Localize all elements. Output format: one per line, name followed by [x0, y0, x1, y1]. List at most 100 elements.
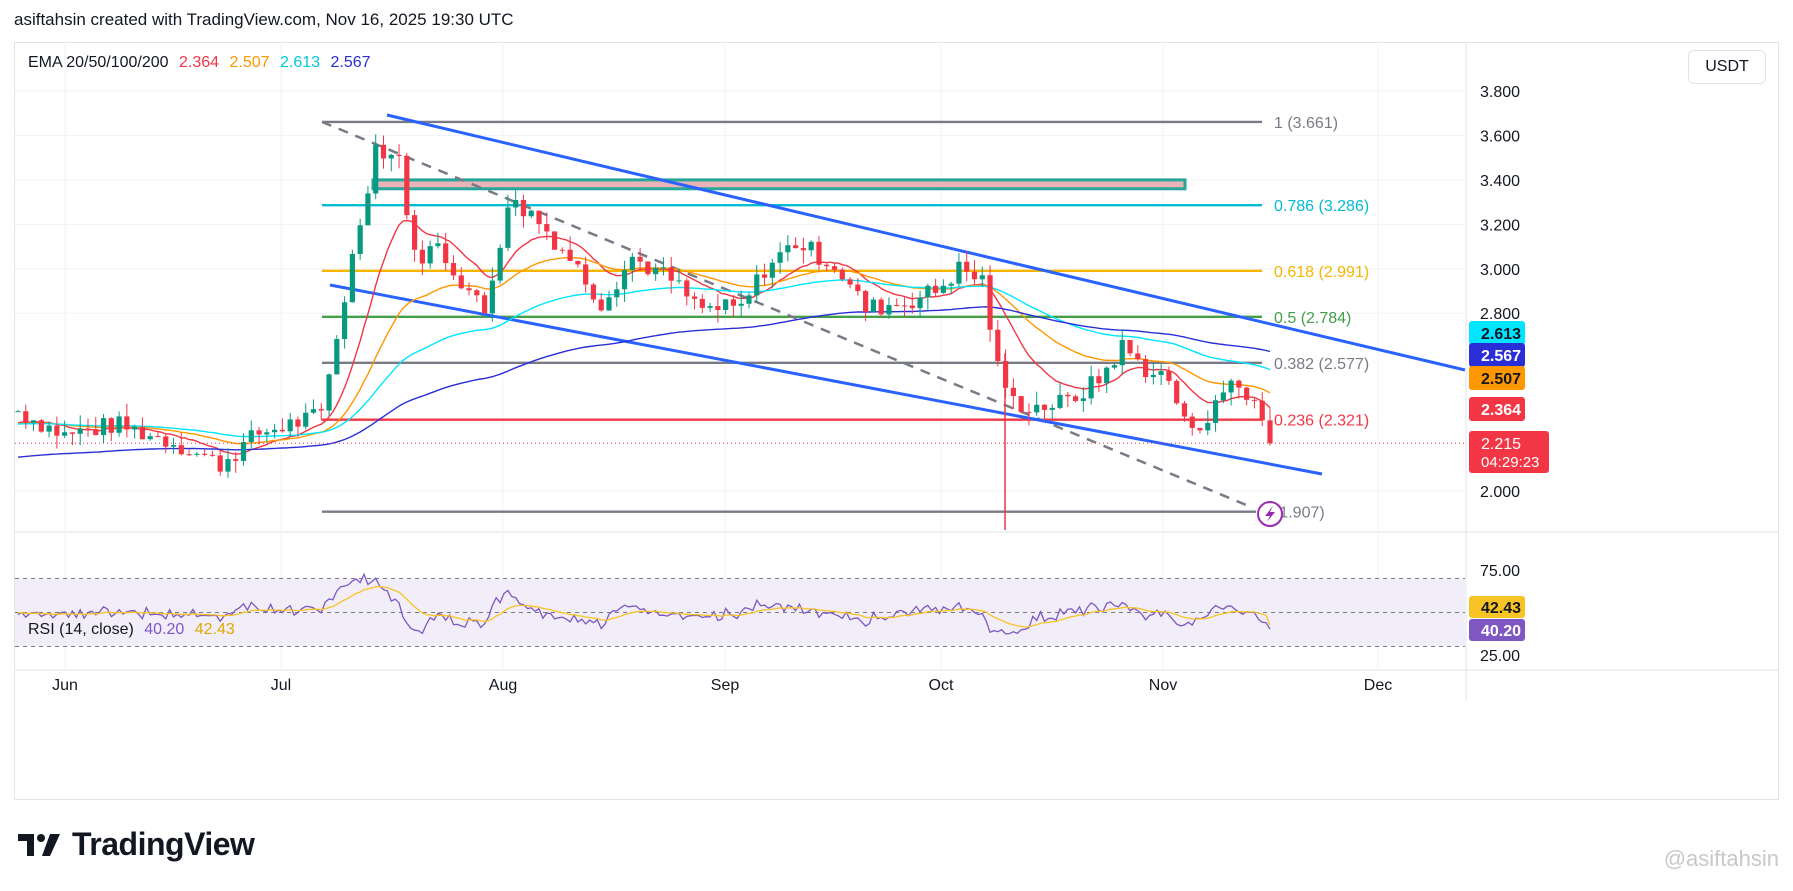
price-badge-label: 2.507: [1481, 371, 1521, 388]
candle-body: [1119, 340, 1125, 366]
candle-body: [793, 245, 799, 249]
ema-20-value: 2.364: [179, 54, 220, 71]
candle-body: [1181, 403, 1188, 417]
ema-200-line: [17, 306, 1271, 458]
candle-body: [886, 305, 892, 315]
candle-body: [419, 249, 425, 264]
candle-body: [544, 224, 550, 232]
candle-body: [15, 411, 21, 413]
candle-body: [287, 419, 293, 432]
candle-body: [1205, 422, 1211, 431]
rsi-ma-line: [18, 585, 1271, 628]
candle-body: [901, 305, 908, 307]
ema-50-line: [17, 256, 1271, 445]
candle-body: [1220, 392, 1226, 401]
time-axis-label: Jul: [271, 677, 291, 694]
candle-body: [520, 200, 527, 217]
candle-body: [1212, 400, 1219, 423]
candle-body: [30, 420, 37, 423]
countdown-label: 04:29:23: [1481, 454, 1539, 471]
candle-body: [785, 245, 791, 253]
candle-body: [824, 264, 830, 267]
price-badge: [1469, 321, 1525, 345]
current-price-badge: [1469, 431, 1549, 473]
candle-body: [894, 305, 900, 307]
candle-body: [769, 262, 775, 278]
rsi-badge-label: 40.20: [1481, 623, 1521, 640]
candle-body: [365, 193, 371, 226]
fib-level-label: 0.618 (2.991): [1274, 264, 1369, 281]
candle-body: [653, 267, 659, 275]
candle-body: [93, 429, 99, 436]
candle-body: [256, 430, 262, 435]
price-tick-label: 3.400: [1480, 173, 1520, 190]
candle-body: [870, 299, 877, 312]
candle-body: [933, 285, 939, 293]
candle-body: [77, 428, 83, 434]
candle-body: [194, 453, 200, 455]
candle-body: [1166, 371, 1172, 381]
tradingview-icon: [18, 833, 60, 856]
candle-body: [69, 432, 76, 434]
ema-legend[interactable]: EMA 20/50/100/200 2.364 2.507 2.613 2.56…: [28, 54, 377, 72]
ema-100-value: 2.613: [280, 54, 321, 71]
price-badge-label: 2.364: [1481, 402, 1521, 419]
candle-body: [536, 210, 542, 225]
currency-selector[interactable]: USDT: [1688, 50, 1766, 84]
candle-body: [567, 249, 573, 261]
candle-body: [1034, 404, 1040, 413]
candle-body: [100, 418, 107, 436]
candle-body: [404, 155, 410, 216]
candle-body: [1127, 340, 1133, 354]
candle-body: [1096, 376, 1102, 384]
candle-body: [730, 299, 737, 306]
chart-frame: [14, 42, 1779, 800]
candle-body: [396, 154, 402, 156]
resistance-zone: [371, 178, 1187, 191]
candle-body: [1080, 398, 1086, 402]
rsi-legend[interactable]: RSI (14, close) 40.20 42.43: [28, 621, 241, 639]
candle-body: [54, 425, 60, 436]
time-axis-label: Nov: [1149, 677, 1177, 694]
rsi-badge: [1469, 596, 1525, 618]
candle-body: [699, 298, 705, 308]
price-tick-label: 3.800: [1480, 84, 1520, 101]
candle-body: [1197, 427, 1203, 431]
candle-body: [23, 411, 29, 423]
channel-upper-line: [386, 113, 1466, 372]
candle-body: [878, 299, 884, 315]
tradingview-logo[interactable]: TradingView: [18, 826, 255, 863]
candle-body: [614, 289, 620, 298]
candle-body: [1236, 380, 1242, 388]
candle-body: [272, 429, 278, 433]
candle-body: [334, 338, 340, 375]
candle-body: [427, 246, 433, 264]
candle-body: [202, 453, 208, 455]
candle-body: [583, 264, 589, 285]
price-badge-label: 2.613: [1481, 326, 1521, 343]
candle-body: [233, 459, 239, 461]
candle-body: [505, 207, 511, 248]
candle-body: [497, 247, 503, 281]
time-axis-label: Jun: [52, 677, 78, 694]
price-tick-label: 3.200: [1480, 217, 1520, 234]
ema-legend-label: EMA 20/50/100/200: [28, 54, 169, 71]
candle-body: [248, 430, 254, 443]
time-axis-label: Sep: [711, 677, 740, 694]
candle-body: [170, 445, 177, 447]
candle-body: [318, 409, 324, 411]
candle-body: [1057, 394, 1063, 408]
time-axis-label: Oct: [929, 677, 954, 694]
candle-body: [240, 442, 247, 461]
candle-body: [723, 299, 729, 310]
candle-body: [528, 210, 534, 217]
rsi-tick-label: 25.00: [1480, 648, 1520, 665]
candle-body: [1135, 353, 1141, 360]
price-tick-label: 2.000: [1480, 484, 1520, 501]
candle-body: [163, 436, 169, 447]
candle-body: [303, 412, 309, 427]
candle-body: [987, 275, 993, 330]
price-tick-label: 2.800: [1480, 306, 1520, 323]
candle-body: [707, 306, 713, 308]
